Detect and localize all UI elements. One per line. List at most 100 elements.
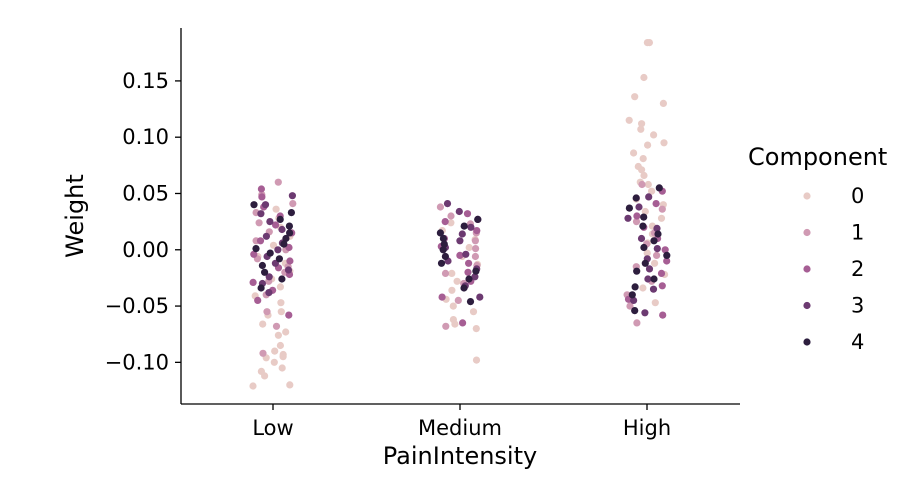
point-component-0 (447, 219, 455, 227)
point-component-3 (274, 246, 282, 254)
y-tick-label: 0.00 (122, 238, 169, 262)
point-component-1 (638, 180, 646, 189)
point-component-3 (455, 207, 463, 216)
point-component-0 (448, 286, 456, 294)
point-component-0 (650, 131, 658, 139)
point-component-2 (441, 218, 449, 226)
legend-label-4: 4 (851, 330, 864, 354)
point-component-0 (641, 207, 649, 216)
x-axis-ticks: Low Medium High (252, 404, 671, 440)
point-component-2 (657, 269, 666, 277)
point-component-4 (439, 234, 447, 243)
point-component-1 (454, 296, 462, 304)
point-component-3 (649, 285, 658, 293)
point-component-0 (643, 249, 651, 257)
legend-label-2: 2 (851, 257, 864, 281)
point-component-3 (458, 230, 466, 238)
point-component-0 (643, 39, 652, 47)
point-component-2 (272, 221, 280, 229)
point-component-4 (439, 246, 447, 254)
point-component-0 (659, 99, 668, 107)
point-component-0 (472, 325, 480, 333)
point-component-0 (472, 356, 481, 364)
legend-label-0: 0 (851, 184, 864, 208)
point-component-3 (266, 218, 274, 226)
point-component-4 (266, 249, 274, 257)
point-component-0 (279, 350, 287, 359)
y-axis-title: Weight (61, 174, 89, 258)
point-component-0 (638, 166, 646, 174)
point-component-1 (289, 200, 297, 208)
y-tick-label: −0.05 (105, 294, 169, 318)
point-component-0 (278, 364, 286, 372)
point-component-4 (460, 222, 468, 230)
point-component-2 (465, 259, 473, 267)
point-component-0 (637, 125, 645, 133)
point-component-3 (653, 224, 661, 232)
point-component-4 (631, 307, 639, 315)
point-component-0 (277, 299, 285, 307)
point-component-2 (658, 282, 666, 290)
point-component-1 (633, 319, 641, 327)
point-component-4 (287, 209, 295, 217)
point-component-4 (640, 213, 648, 221)
point-component-2 (464, 268, 472, 276)
point-component-3 (443, 200, 452, 208)
point-component-2 (438, 293, 446, 301)
legend-label-3: 3 (851, 294, 864, 318)
point-component-4 (631, 283, 639, 291)
point-component-0 (660, 139, 668, 147)
point-component-0 (644, 180, 652, 189)
point-component-1 (255, 219, 263, 227)
point-component-4 (628, 291, 636, 299)
point-component-1 (471, 237, 479, 245)
x-tick-label: High (623, 416, 671, 440)
legend-marker-0 (803, 192, 811, 200)
point-component-4 (465, 275, 473, 283)
point-component-1 (658, 205, 666, 213)
point-component-4 (258, 261, 266, 270)
point-component-4 (654, 230, 662, 238)
x-tick-label: Medium (418, 416, 502, 440)
point-component-4 (282, 234, 290, 243)
point-component-0 (276, 341, 284, 350)
point-component-2 (661, 246, 669, 254)
point-component-3 (635, 203, 643, 211)
y-tick-label: −0.10 (105, 350, 169, 374)
point-component-1 (272, 322, 281, 330)
point-component-0 (465, 243, 473, 252)
point-component-0 (274, 331, 282, 339)
point-component-4 (436, 229, 444, 237)
point-component-3 (645, 265, 654, 273)
y-tick-label: 0.10 (122, 125, 169, 149)
point-component-2 (633, 212, 641, 220)
point-component-1 (626, 302, 634, 310)
point-component-4 (625, 204, 634, 212)
point-component-4 (472, 267, 480, 275)
point-component-0 (630, 149, 638, 157)
point-component-3 (624, 214, 632, 222)
point-component-3 (645, 193, 653, 201)
point-component-4 (663, 251, 671, 259)
point-component-1 (263, 308, 271, 316)
point-component-4 (261, 268, 269, 276)
point-component-3 (637, 234, 646, 243)
point-component-2 (652, 200, 660, 208)
point-component-4 (632, 194, 640, 202)
y-tick-label: 0.05 (122, 181, 169, 205)
point-component-0 (269, 241, 278, 249)
point-component-0 (270, 358, 278, 366)
data-points (249, 39, 671, 390)
point-component-4 (640, 243, 648, 252)
legend-title: Component (748, 143, 887, 171)
point-component-3 (265, 273, 273, 281)
point-component-4 (639, 222, 647, 230)
y-tick-label: 0.15 (122, 69, 169, 93)
point-component-1 (441, 269, 450, 277)
point-component-3 (278, 225, 286, 234)
point-component-2 (463, 210, 472, 218)
point-component-2 (663, 257, 671, 265)
point-component-4 (460, 284, 468, 292)
point-component-3 (476, 293, 484, 301)
